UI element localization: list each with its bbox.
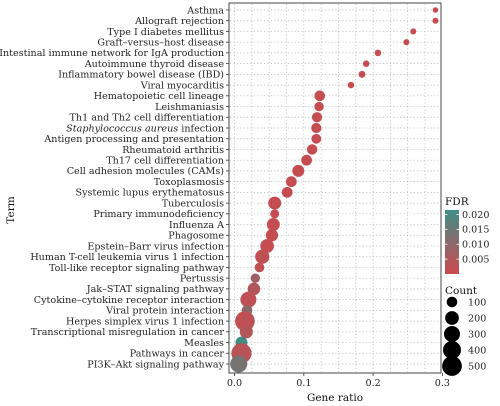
count-legend-title: Count (445, 285, 478, 297)
grid-lines (230, 4, 440, 372)
data-point (270, 209, 280, 219)
term-label: Rheumatoid arthritis (122, 145, 224, 156)
term-label: Pathways in cancer (130, 349, 225, 360)
data-point (255, 249, 270, 264)
term-label: Th17 cell differentiation (106, 155, 224, 166)
fdr-legend-title: FDR (445, 196, 470, 208)
term-label: Systemic lupus erythematosus (76, 188, 225, 199)
term-label: Th1 and Th2 cell differentiation (70, 113, 224, 124)
term-label: Staphylococcus aureus infection (66, 123, 224, 134)
count-legend-label: 500 (468, 361, 486, 372)
data-point (285, 176, 297, 188)
term-label: Type I diabetes mellitus (107, 27, 224, 38)
term-label: Leishmaniasis (155, 102, 224, 113)
term-label: Epstein–Barr virus infection (87, 241, 224, 252)
term-label: Human T-cell leukemia virus 1 infection (30, 252, 224, 263)
data-point (230, 355, 248, 373)
data-point (265, 229, 279, 242)
count-legend-dot (445, 311, 459, 325)
data-point (347, 81, 355, 89)
data-point (281, 186, 293, 198)
fdr-tick-label: 0.005 (462, 254, 489, 265)
term-label: Jak–STAT signaling pathway (86, 284, 225, 295)
term-label: Allograft rejection (134, 16, 224, 27)
data-points (230, 7, 439, 373)
term-label: Viral protein interaction (105, 306, 224, 317)
data-point (239, 325, 253, 339)
term-label: Autoimmune thyroid disease (84, 59, 225, 70)
count-legend-dot (442, 356, 462, 376)
term-label: PI3K–Akt signaling pathway (87, 359, 224, 370)
term-label: Herpes simplex virus 1 infection (66, 316, 224, 327)
data-point (260, 239, 274, 253)
term-label-italic: Staphylococcus aureus (66, 123, 178, 134)
term-label: Cell adhesion molecules (CAMs) (67, 166, 224, 177)
data-point (311, 112, 323, 123)
data-point (268, 196, 282, 210)
term-label: Phagosome (168, 231, 224, 242)
data-point (240, 291, 257, 308)
term-label: Toxoplasmosis (154, 177, 224, 188)
count-legend: Count 100 200 300 400 500 (442, 285, 486, 376)
data-point (432, 17, 439, 24)
count-legend-label: 400 (468, 345, 486, 356)
data-point (250, 273, 261, 283)
term-label: Toll-like receptor signaling pathway (49, 263, 225, 274)
term-label: Hematopoietic cell lineage (94, 91, 225, 102)
data-point (410, 28, 417, 35)
count-legend-label: 300 (468, 329, 486, 340)
data-point (254, 262, 265, 273)
count-legend-dot (446, 296, 458, 308)
term-label: Antigen processing and presentation (43, 134, 224, 145)
data-point (403, 39, 410, 46)
data-point (432, 7, 439, 13)
x-axis: 0.0 0.1 0.2 0.3 (227, 373, 450, 389)
y-axis-title: Term (5, 196, 17, 223)
count-legend-dot (443, 341, 461, 359)
term-label: Tuberculosis (162, 198, 224, 209)
fdr-tick-label: 0.010 (462, 240, 489, 251)
count-legend-label: 100 (468, 297, 486, 308)
term-label: Primary immunodeficiency (93, 209, 224, 220)
x-tick-label: 0.2 (365, 378, 380, 389)
fdr-tick-label: 0.020 (462, 210, 489, 221)
term-label: Influenza A (169, 220, 225, 231)
data-point (266, 218, 280, 232)
count-legend-label: 200 (468, 313, 486, 324)
term-label: Intestinal immune network for IgA produc… (0, 48, 224, 59)
x-tick-label: 0.1 (296, 378, 311, 389)
data-point (292, 164, 305, 177)
term-label: Transcriptional misregulation in cancer (31, 327, 225, 338)
term-label: Graft–versus–host disease (97, 37, 224, 48)
data-point (314, 101, 324, 112)
plot-panel (228, 2, 442, 374)
data-point (311, 133, 322, 144)
term-label-rest: infection (178, 123, 224, 134)
data-point (358, 70, 366, 78)
x-axis-title: Gene ratio (307, 392, 363, 404)
data-point (235, 311, 255, 331)
term-label: Viral myocarditis (140, 80, 224, 91)
data-point (374, 49, 382, 57)
fdr-colorbar (445, 210, 459, 274)
term-label: Asthma (186, 5, 224, 16)
data-point (306, 144, 318, 155)
data-point (311, 122, 322, 134)
count-legend-dot (443, 325, 461, 343)
fdr-tick-label: 0.015 (462, 225, 489, 236)
term-label: Pertussis (180, 273, 224, 284)
x-tick-label: 0.0 (227, 378, 242, 389)
term-label: Cytokine–cytokine receptor interaction (34, 295, 224, 306)
data-point (362, 60, 370, 67)
data-point (301, 154, 312, 166)
term-label: Measles (184, 338, 224, 349)
term-label: Inflammatory bowel disease (IBD) (58, 70, 224, 81)
data-point (314, 90, 326, 102)
fdr-legend: FDR 0.020 0.015 0.010 0.005 (445, 196, 489, 274)
x-tick-label: 0.3 (435, 378, 450, 389)
